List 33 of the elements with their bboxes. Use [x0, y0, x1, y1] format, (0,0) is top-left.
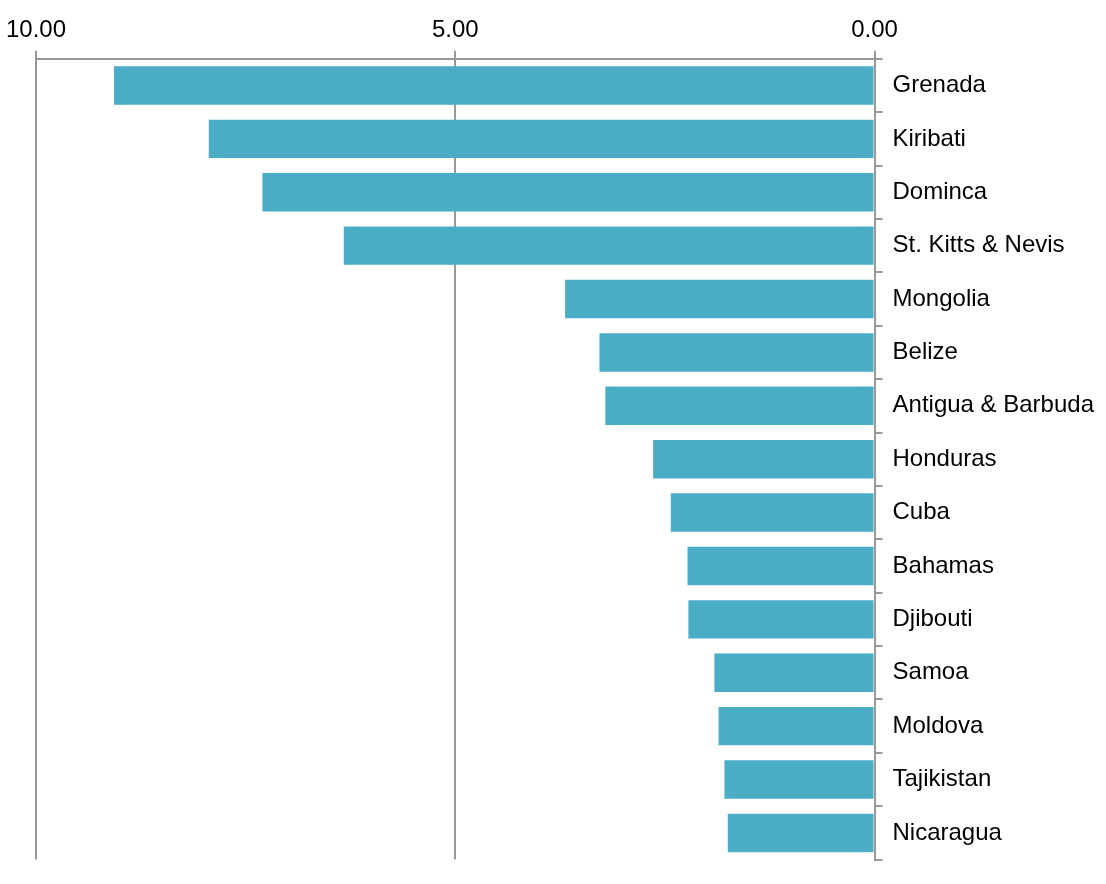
bar — [565, 279, 874, 319]
bar — [727, 813, 874, 853]
y-tick-label: Honduras — [892, 443, 997, 471]
x-tick-label: 5.00 — [431, 15, 479, 43]
bar — [262, 173, 874, 212]
y-tick-label: Mongolia — [892, 283, 991, 311]
y-tick-label: Dominca — [892, 176, 988, 204]
bar — [208, 119, 874, 159]
y-tick-label: Cuba — [892, 497, 951, 525]
y-tick-label: Moldova — [892, 710, 984, 738]
y-tick-label: Grenada — [892, 70, 987, 98]
bar — [653, 439, 874, 479]
bar — [714, 653, 874, 692]
bar — [688, 600, 874, 639]
bar — [114, 66, 874, 105]
bar — [718, 706, 874, 746]
x-tick-label: 0.00 — [851, 15, 898, 43]
bar — [670, 493, 874, 532]
bar — [605, 386, 874, 426]
y-tick-label: Nicaragua — [892, 817, 1003, 845]
y-tick-label: Djibouti — [892, 603, 973, 631]
bar — [724, 760, 874, 799]
y-tick-label: St. Kitts & Nevis — [892, 230, 1065, 258]
x-tick-label: 10.00 — [6, 15, 67, 43]
bar — [343, 226, 874, 265]
y-tick-label: Samoa — [892, 657, 970, 685]
y-tick-label: Bahamas — [892, 550, 994, 578]
y-tick-label: Kiribati — [892, 123, 966, 151]
bar — [687, 546, 874, 586]
y-tick-label: Antigua & Barbuda — [892, 390, 1095, 418]
y-tick-label: Belize — [892, 337, 958, 365]
y-tick-label: Tajikistan — [892, 764, 992, 792]
bar — [599, 333, 874, 372]
